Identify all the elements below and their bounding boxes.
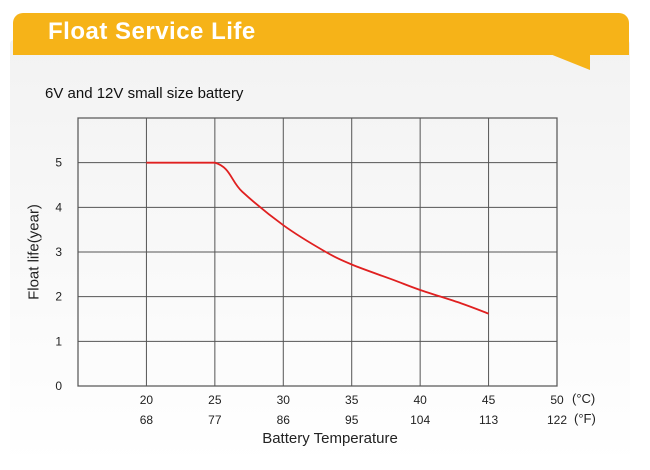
x-tick-labels: 20 68 25 77 30 86 35 95 40 104 45 113 50 122 — [140, 393, 568, 427]
x-tick-label-celsius: 45 — [482, 393, 496, 407]
banner-tail — [540, 50, 590, 70]
series-line-float-life — [146, 161, 489, 315]
y-tick-label: 3 — [55, 245, 62, 259]
y-axis-label: Float life(year) — [25, 204, 43, 300]
x-tick-label-celsius: 40 — [413, 393, 427, 407]
x-tick-label-fahrenheit: 68 — [140, 413, 154, 427]
grid-lines — [77, 117, 558, 387]
y-tick-label: 2 — [55, 290, 62, 304]
x-unit-celsius: (°C) — [572, 391, 596, 406]
x-tick-label-celsius: 50 — [550, 393, 564, 407]
chart-subtitle: 6V and 12V small size battery — [45, 85, 244, 102]
y-tick-label: 4 — [55, 200, 62, 214]
x-tick-label-fahrenheit: 104 — [410, 413, 430, 427]
x-unit-fahrenheit: (°F) — [574, 411, 596, 426]
x-tick-label-celsius: 25 — [208, 393, 222, 407]
page-title: Float Service Life — [48, 18, 256, 45]
x-tick-label-celsius: 30 — [277, 393, 291, 407]
x-tick-label-fahrenheit: 113 — [479, 413, 498, 427]
x-axis-label: Battery Temperature — [262, 430, 398, 447]
x-tick-label-fahrenheit: 122 — [547, 413, 567, 427]
y-tick-label: 5 — [55, 156, 62, 170]
series-group — [146, 161, 489, 315]
x-tick-label-celsius: 35 — [345, 393, 359, 407]
x-tick-label-fahrenheit: 86 — [277, 413, 291, 427]
title-banner — [13, 13, 629, 55]
y-tick-labels: 0 1 2 3 4 5 — [55, 156, 62, 393]
x-tick-label-celsius: 20 — [140, 393, 154, 407]
y-tick-label: 0 — [55, 379, 62, 393]
x-tick-label-fahrenheit: 77 — [208, 413, 222, 427]
x-tick-label-fahrenheit: 95 — [345, 413, 359, 427]
y-tick-label: 1 — [55, 334, 62, 348]
